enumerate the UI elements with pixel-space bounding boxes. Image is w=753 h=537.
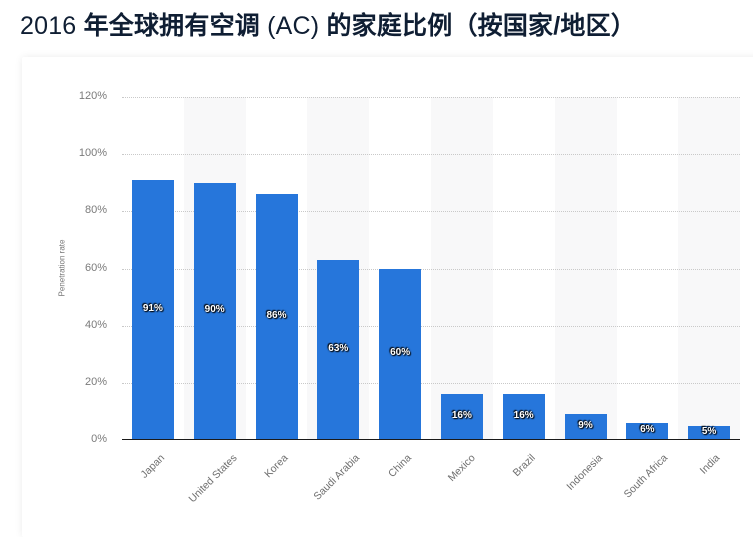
gridline	[122, 154, 740, 156]
title-main: 年全球拥有空调	[83, 12, 268, 40]
bar-brazil[interactable]	[502, 394, 545, 440]
bar-india[interactable]	[688, 425, 731, 440]
bar-value-label: 60%	[390, 347, 411, 359]
bar-mexico[interactable]	[440, 394, 483, 440]
bar-indonesia[interactable]	[564, 414, 607, 440]
bar-value-label: 9%	[578, 420, 593, 432]
title-rest: 的家庭比例（按国家/地区）	[326, 12, 636, 40]
bar-value-label: 16%	[513, 410, 534, 422]
bar-saudi-arabia[interactable]	[317, 259, 360, 440]
title-ac: (AC)	[267, 12, 327, 40]
gridline	[122, 382, 740, 384]
bar-value-label: 16%	[451, 410, 472, 422]
chart-title: 2016 年全球拥有空调 (AC) 的家庭比例（按国家/地区）	[20, 6, 636, 42]
y-tick-label: 0%	[91, 433, 107, 445]
bar-south-africa[interactable]	[626, 422, 669, 440]
gridline	[122, 211, 740, 213]
gridline	[122, 97, 740, 98]
y-tick-label: 60%	[84, 261, 107, 274]
y-tick-label: 100%	[78, 147, 107, 160]
bar-value-label: 63%	[328, 342, 349, 354]
bar-united-states[interactable]	[193, 182, 236, 440]
bar-china[interactable]	[379, 268, 422, 440]
title-year: 2016	[20, 12, 84, 40]
y-axis-label: Penetration rate	[57, 239, 67, 297]
bar-japan[interactable]	[131, 179, 174, 440]
bar-value-label: 90%	[204, 304, 225, 316]
bar-korea[interactable]	[255, 194, 298, 440]
bar-value-label: 86%	[266, 310, 287, 322]
bar-value-label: 6%	[640, 424, 655, 436]
y-tick-label: 80%	[84, 204, 107, 217]
x-axis-line	[122, 439, 740, 440]
bar-value-label: 91%	[142, 302, 163, 314]
y-tick-label: 40%	[84, 318, 107, 331]
y-tick-label: 120%	[78, 90, 107, 102]
y-tick-label: 20%	[84, 375, 107, 388]
gridline	[122, 268, 740, 270]
bar-value-label: 5%	[701, 425, 717, 437]
gridline	[122, 325, 740, 327]
